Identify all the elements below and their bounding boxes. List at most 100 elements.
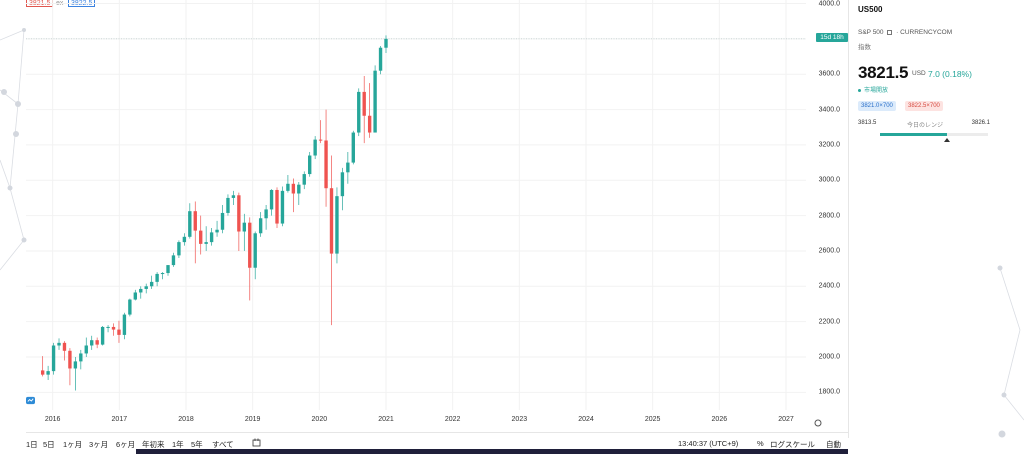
candle-body [226, 197, 230, 213]
candle-body [128, 299, 132, 315]
candle-body [160, 273, 165, 275]
price-change: 7.0 (0.18%) [928, 69, 972, 79]
y-tick-label: 4000.0 [818, 0, 840, 8]
x-tick-label: 2017 [111, 416, 128, 423]
candle-body [215, 229, 219, 233]
range-button-3m[interactable]: 3ヶ月 [89, 440, 109, 449]
x-tick-label: 2027 [778, 416, 794, 423]
range-button-5y[interactable]: 5年 [191, 440, 203, 449]
candle-body [302, 174, 306, 185]
x-tick-label: 2024 [578, 416, 594, 423]
time-axis[interactable]: 2016 2017 2018 2019 2020 2021 2022 2023 2024 2025… [26, 416, 806, 430]
x-tick-label: 2026 [711, 416, 728, 423]
candle-body [346, 162, 350, 173]
price-currency: USD [912, 70, 926, 77]
y-tick-label: 3400.0 [818, 106, 840, 114]
percent-scale-toggle[interactable]: % [757, 439, 764, 448]
range-button-ytd[interactable]: 年初来 [142, 440, 165, 449]
candle-body [297, 184, 301, 194]
external-link-icon[interactable] [887, 29, 893, 35]
range-button-all[interactable]: すべて [212, 440, 234, 449]
current-price-marker-icon [943, 138, 950, 142]
candle-body [253, 233, 257, 268]
candle-body [362, 91, 366, 116]
symbol-details-panel: US500 S&P 500 · CURRENCYCOM 指数 3821.5 US… [858, 0, 992, 454]
candle-body [373, 70, 377, 133]
bid-badge[interactable]: 3821.0×700 [858, 101, 896, 111]
candle-body [182, 236, 187, 243]
candle-body [209, 232, 214, 243]
ask-badge[interactable]: 3822.5×700 [905, 101, 943, 111]
x-tick-label: 2016 [44, 416, 61, 423]
market-status-text: 市場開放 [864, 88, 889, 94]
y-tick-label: 2800.0 [818, 212, 840, 220]
candle-body [73, 361, 78, 369]
symbol-description: S&P 500 · CURRENCYCOM [858, 29, 952, 36]
candle-body [384, 38, 388, 48]
range-button-1y[interactable]: 1年 [172, 440, 184, 449]
log-scale-toggle[interactable]: ログスケール [770, 440, 815, 449]
candle-body [340, 172, 345, 197]
day-range-label: 今日のレンジ [907, 123, 944, 129]
settings-gear-icon[interactable] [813, 418, 823, 428]
y-tick-label: 3200.0 [818, 141, 840, 149]
y-tick-label: 2400.0 [818, 282, 840, 290]
candle-body [84, 345, 88, 354]
auto-scale-toggle[interactable]: 自動 [826, 440, 841, 449]
tradingview-logo-icon[interactable] [26, 396, 35, 405]
date-range-icon[interactable] [252, 438, 261, 447]
candle-body [40, 370, 45, 375]
candle-body [100, 326, 105, 345]
range-button-5d[interactable]: 5日 [43, 440, 55, 449]
bottom-toolbar: 1日 5日 1ヶ月 3ヶ月 6ヶ月 年初来 1年 5年 すべて 13:40:37… [26, 436, 848, 450]
panel-divider [848, 0, 849, 438]
taskbar-strip [136, 449, 848, 454]
candle-body [324, 140, 328, 189]
candle-body [68, 350, 72, 369]
last-price: 3821.5 [858, 63, 909, 82]
range-button-6m[interactable]: 6ヶ月 [116, 440, 136, 449]
candle-body [117, 329, 121, 335]
candle-body [149, 281, 154, 287]
price-axis[interactable]: 4000.03800.03600.03400.03200.03000.02800… [806, 0, 848, 410]
market-status: 市場開放 [858, 85, 888, 94]
range-button-1m[interactable]: 1ヶ月 [63, 440, 83, 449]
candle-body [122, 314, 127, 335]
candle-body [357, 91, 361, 133]
x-tick-label: 2023 [511, 416, 528, 423]
x-tick-label: 2019 [244, 416, 261, 423]
candle-body [286, 183, 290, 191]
candlestick-chart[interactable] [26, 0, 806, 410]
candle-body [139, 288, 143, 293]
candle-body [155, 273, 159, 282]
candle-body [79, 353, 83, 362]
candle-body [367, 115, 372, 133]
toolbar-divider [26, 432, 848, 433]
candle-body [237, 195, 241, 232]
range-button-1d[interactable]: 1日 [26, 440, 38, 449]
clock-timezone[interactable]: 13:40:37 (UTC+9) [678, 439, 739, 448]
symbol-type: 指数 [858, 44, 871, 51]
y-tick-label: 3600.0 [818, 70, 840, 78]
symbol-name[interactable]: US500 [858, 5, 883, 14]
candle-body [280, 190, 285, 224]
symbol-full-name: S&P 500 [858, 29, 884, 36]
candle-body [177, 242, 181, 256]
candle-body [57, 342, 61, 346]
candle-body [62, 342, 67, 351]
candle-body [188, 211, 192, 237]
exchange-name: · CURRENCYCOM [896, 29, 953, 36]
x-tick-label: 2025 [644, 416, 661, 423]
candle-body [275, 189, 279, 224]
market-open-dot-icon [858, 88, 861, 92]
candle-body [204, 242, 208, 244]
candle-body [329, 188, 334, 254]
candle-body [199, 230, 203, 244]
candle-body [51, 345, 56, 372]
y-tick-label: 2000.0 [818, 353, 840, 361]
candle-body [269, 189, 274, 210]
candle-body [144, 286, 148, 289]
x-tick-label: 2020 [311, 416, 328, 423]
day-low: 3813.5 [858, 120, 877, 126]
last-price-countdown-label: 15d 18h [816, 33, 848, 42]
